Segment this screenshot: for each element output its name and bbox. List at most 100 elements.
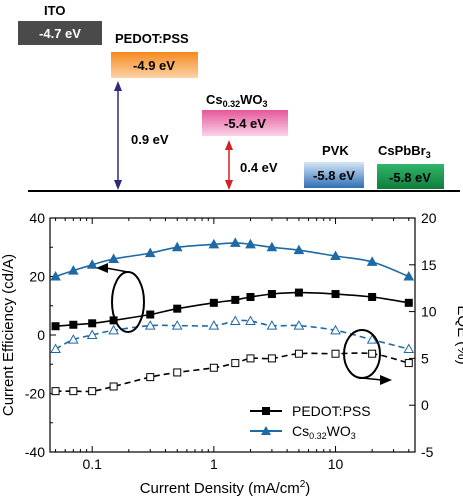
level-box-pedot bbox=[111, 52, 198, 78]
y-right-axis-label: EQE (%) bbox=[454, 305, 463, 364]
series-3-point bbox=[293, 320, 305, 330]
level-value-pedot: -4.9 eV bbox=[133, 58, 175, 73]
barrier-arrow-pedot bbox=[114, 81, 122, 190]
series-3-point bbox=[86, 329, 98, 339]
y-left-tick-label: -20 bbox=[25, 386, 45, 402]
barrier-label-cswo: 0.4 eV bbox=[240, 160, 278, 175]
series-2-point bbox=[109, 382, 118, 391]
series-2-point bbox=[404, 359, 413, 368]
level-value-cswo: -5.4 eV bbox=[224, 116, 266, 131]
series-line-1 bbox=[55, 242, 410, 278]
series-1-point bbox=[245, 238, 256, 249]
series-1-point bbox=[50, 270, 61, 281]
series-line-2 bbox=[55, 352, 410, 393]
series-3-point bbox=[50, 343, 61, 354]
y-right-ticks: -5 0 5 10 15 20 bbox=[409, 210, 437, 460]
level-value-ito: -4.7 eV bbox=[39, 26, 81, 41]
series-0-point bbox=[331, 290, 340, 299]
series-2-point bbox=[88, 387, 97, 396]
level-box-cspbbr bbox=[377, 164, 444, 189]
series-1-point bbox=[403, 270, 415, 281]
level-box-pvk bbox=[304, 162, 364, 188]
series-0-point bbox=[246, 292, 255, 301]
series-3-point bbox=[229, 315, 241, 325]
series-2-point bbox=[331, 349, 340, 358]
y-left-tick-label: -40 bbox=[25, 444, 45, 460]
y-left-ticks: -40 -20 0 20 40 bbox=[25, 210, 56, 460]
y-left-tick-label: 40 bbox=[29, 210, 45, 226]
series-1-point bbox=[229, 237, 241, 247]
legend-label-cswo: Cs0.32WO3 bbox=[292, 423, 356, 441]
level-name-pedot: PEDOT:PSS bbox=[115, 31, 189, 46]
x-tick-label: 10 bbox=[328, 456, 344, 472]
series-3-point bbox=[67, 334, 79, 344]
y-left-axis-label: Current Efficiency (cd/A) bbox=[0, 254, 17, 416]
legend-marker-cswo bbox=[261, 426, 271, 435]
series-group bbox=[50, 237, 415, 396]
series-1-point bbox=[108, 253, 119, 263]
efficiency-plot: 0.1 1 10 -40 -20 0 20 40 -5 0 5 10 15 20 Current De… bbox=[0, 210, 463, 497]
annotation-left bbox=[96, 263, 145, 333]
series-3-point bbox=[171, 320, 183, 330]
series-2-point bbox=[173, 368, 182, 377]
y-left-tick-label: 20 bbox=[29, 269, 45, 285]
series-1-point bbox=[144, 247, 156, 258]
series-1-point bbox=[266, 241, 278, 252]
series-2-point bbox=[231, 359, 240, 368]
series-3-point bbox=[366, 334, 378, 344]
series-3-point bbox=[245, 315, 256, 325]
energy-level-diagram: ITO -4.7 eV PEDOT:PSS -4.9 eV Cs0.32WO3 … bbox=[18, 3, 460, 192]
y-left-tick-label: 0 bbox=[37, 327, 45, 343]
series-0-point bbox=[146, 310, 155, 319]
series-1-point bbox=[67, 265, 79, 275]
series-0-point bbox=[231, 295, 240, 304]
series-1-point bbox=[86, 259, 98, 269]
series-3-point bbox=[144, 320, 156, 330]
series-2-point bbox=[146, 373, 155, 382]
barrier-arrow-cswo bbox=[225, 140, 233, 190]
level-name-pvk: PVK bbox=[322, 143, 349, 158]
series-0-point bbox=[404, 298, 413, 307]
level-name-cspbbr: CsPbBr3 bbox=[378, 143, 431, 160]
series-0-point bbox=[173, 304, 182, 313]
series-1-point bbox=[208, 238, 220, 249]
series-0-point bbox=[368, 292, 377, 301]
series-1-point bbox=[171, 241, 183, 252]
y-right-tick-label: -5 bbox=[421, 444, 434, 460]
series-2-point bbox=[209, 363, 218, 372]
series-2-point bbox=[267, 354, 276, 363]
y-right-tick-label: 0 bbox=[421, 397, 429, 413]
y-right-tick-label: 15 bbox=[421, 257, 437, 273]
y-right-tick-label: 5 bbox=[421, 350, 429, 366]
level-value-pvk: -5.8 eV bbox=[313, 168, 355, 183]
series-0-point bbox=[88, 319, 97, 328]
series-3-point bbox=[403, 343, 415, 354]
series-0-point bbox=[209, 298, 218, 307]
series-1-point bbox=[366, 256, 378, 266]
series-2-point bbox=[69, 387, 78, 396]
x-ticks: 0.1 1 10 bbox=[55, 218, 410, 472]
level-value-cspbbr: -5.8 eV bbox=[389, 170, 431, 185]
x-tick-label: 0.1 bbox=[82, 456, 102, 472]
level-box-ito bbox=[18, 21, 102, 45]
series-0-point bbox=[294, 288, 303, 297]
level-name-cswo: Cs0.32WO3 bbox=[206, 92, 268, 109]
series-0-point bbox=[51, 322, 60, 331]
series-2-point bbox=[51, 387, 60, 396]
series-0-point bbox=[267, 290, 276, 299]
annotation-right bbox=[343, 329, 392, 385]
level-name-ito: ITO bbox=[44, 3, 65, 18]
legend-label-pedot: PEDOT:PSS bbox=[292, 403, 371, 419]
level-box-cswo bbox=[202, 110, 288, 136]
series-2-point bbox=[368, 349, 377, 358]
legend: PEDOT:PSS Cs0.32WO3 bbox=[250, 403, 371, 441]
series-2-point bbox=[294, 349, 303, 358]
y-right-tick-label: 10 bbox=[421, 304, 437, 320]
series-3-point bbox=[330, 324, 341, 335]
barrier-label-pedot: 0.9 eV bbox=[131, 132, 169, 147]
series-0-point bbox=[69, 320, 78, 329]
series-3-point bbox=[266, 320, 278, 330]
series-3-point bbox=[208, 320, 220, 330]
series-1-point bbox=[293, 244, 305, 255]
